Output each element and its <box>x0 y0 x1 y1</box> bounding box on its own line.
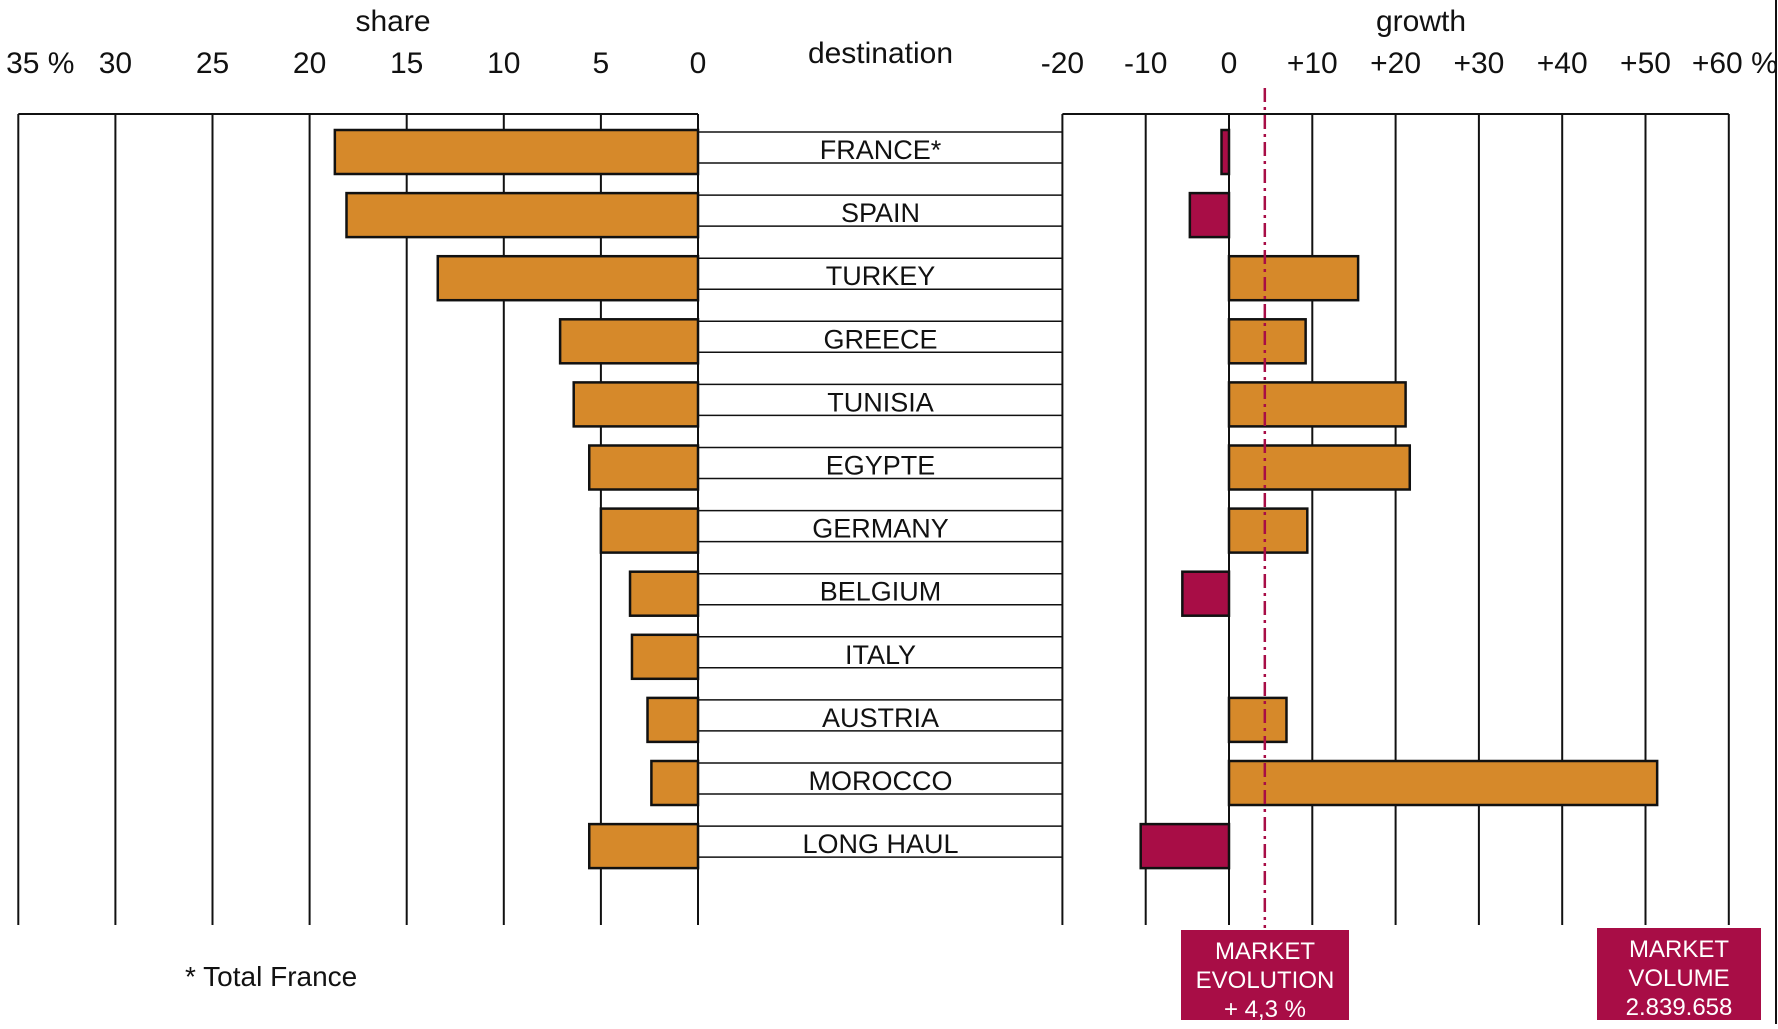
growth-tick-label: +50 <box>1620 47 1671 80</box>
share-tick-label: 35 % <box>6 47 74 80</box>
share-bar <box>587 444 700 491</box>
growth-bar <box>1227 254 1360 302</box>
destination-header: destination <box>808 37 953 70</box>
share-bar <box>628 570 700 617</box>
growth-bar <box>1227 444 1412 491</box>
share-title: share <box>355 5 430 38</box>
category-label: MOROCCO <box>809 766 953 796</box>
growth-bar <box>1227 318 1307 365</box>
growth-tick-label: -20 <box>1041 47 1084 80</box>
category-label: TUNISIA <box>827 387 934 417</box>
market-evolution-box-text: + 4,3 % <box>1224 996 1306 1023</box>
share-bar <box>333 128 700 176</box>
share-tick-label: 0 <box>690 47 707 80</box>
growth-title: growth <box>1376 5 1466 38</box>
share-bar <box>646 696 700 744</box>
growth-tick-label: +40 <box>1537 47 1588 80</box>
growth-tick-label: +10 <box>1287 47 1338 80</box>
category-label: GERMANY <box>812 514 949 544</box>
growth-tick-label: -10 <box>1124 47 1167 80</box>
share-bar <box>587 822 700 870</box>
category-label: AUSTRIA <box>822 703 939 733</box>
share-bar <box>650 759 700 807</box>
share-bar <box>345 191 700 239</box>
growth-bar <box>1220 128 1231 176</box>
growth-bar <box>1227 759 1659 807</box>
category-label: EGYPTE <box>826 451 936 481</box>
growth-tick-label: 0 <box>1221 47 1238 80</box>
share-tick-label: 5 <box>593 47 610 80</box>
growth-bar <box>1227 696 1288 744</box>
category-label: GREECE <box>823 324 937 354</box>
market-volume-box-text: MARKET <box>1629 936 1729 963</box>
share-tick-label: 20 <box>293 47 326 80</box>
category-label: TURKEY <box>826 261 936 291</box>
growth-tick-label: +60 % <box>1692 47 1778 80</box>
growth-bar <box>1181 570 1231 617</box>
share-bar <box>436 254 700 302</box>
category-label: FRANCE* <box>820 135 942 165</box>
share-tick-label: 15 <box>390 47 423 80</box>
market-volume-box-text: 2.839.658 <box>1626 994 1733 1021</box>
market-volume-box-bg <box>1597 928 1761 1020</box>
growth-bar <box>1227 507 1309 554</box>
footnote: * Total France <box>185 961 357 992</box>
market-evolution-box-text: EVOLUTION <box>1196 967 1335 994</box>
category-label: BELGIUM <box>820 577 942 607</box>
market-evolution-box-bg <box>1181 930 1349 1020</box>
growth-bar <box>1139 822 1231 870</box>
growth-tick-label: +20 <box>1370 47 1421 80</box>
category-label: LONG HAUL <box>802 829 958 859</box>
category-label: ITALY <box>845 640 916 670</box>
share-bar <box>630 633 700 681</box>
growth-bar <box>1227 381 1407 428</box>
share-bar <box>599 507 700 554</box>
growth-bar <box>1188 191 1231 239</box>
share-tick-label: 10 <box>487 47 520 80</box>
category-label: SPAIN <box>841 198 920 228</box>
share-tick-label: 30 <box>99 47 132 80</box>
market-volume-box-text: VOLUME <box>1628 965 1729 992</box>
share-tick-label: 25 <box>196 47 229 80</box>
share-bar <box>558 318 700 365</box>
growth-tick-label: +30 <box>1453 47 1504 80</box>
market-evolution-box-text: MARKET <box>1215 938 1315 965</box>
share-bar <box>572 381 700 428</box>
